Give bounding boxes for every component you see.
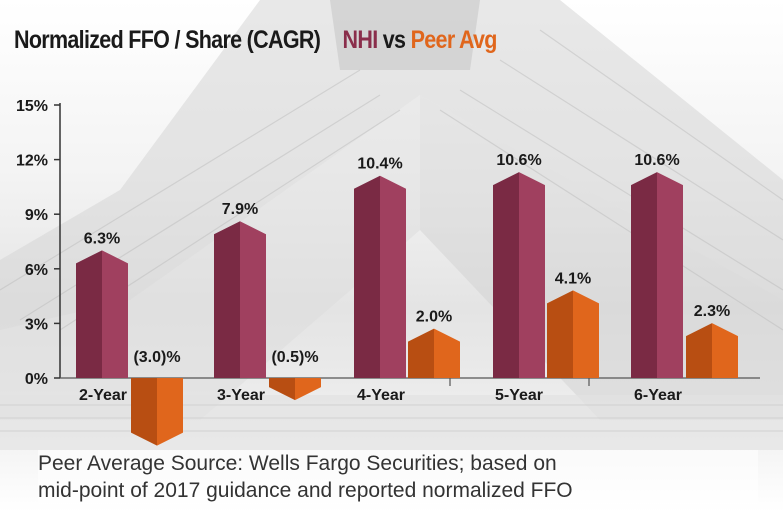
nhi-bar-right-face	[657, 172, 683, 378]
nhi-bar	[354, 175, 406, 378]
peer-bar-left-face	[408, 328, 434, 378]
peer-bar-right-face	[712, 323, 738, 378]
nhi-bar	[493, 172, 545, 378]
peer-bar-left-face	[131, 378, 157, 446]
peer-bar-right-face	[573, 290, 599, 378]
y-tick-label: 9%	[25, 207, 48, 224]
nhi-bar-left-face	[631, 172, 657, 378]
y-tick-label: 6%	[25, 262, 48, 279]
peer-bar-left-face	[686, 323, 712, 378]
nhi-data-label: 10.6%	[634, 152, 679, 169]
peer-bar	[686, 323, 738, 378]
nhi-data-label: 7.9%	[222, 201, 258, 218]
x-category-label: 3-Year	[217, 387, 265, 404]
peer-bar-right-face	[295, 378, 321, 401]
nhi-bar-right-face	[519, 172, 545, 378]
nhi-data-label: 6.3%	[84, 230, 120, 247]
nhi-data-label: 10.4%	[357, 156, 402, 173]
peer-bar	[269, 378, 321, 401]
peer-bar	[547, 290, 599, 378]
title-vs: vs	[382, 26, 406, 54]
peer-data-label: (3.0)%	[133, 349, 180, 366]
y-tick-label: 3%	[25, 316, 48, 333]
nhi-bar-left-face	[493, 172, 519, 378]
nhi-bar-left-face	[76, 250, 102, 378]
y-tick-label: 0%	[25, 371, 48, 388]
peer-data-label: 4.1%	[555, 270, 591, 287]
title-peer: Peer Avg	[410, 26, 498, 54]
peer-bar-left-face	[269, 378, 295, 401]
title-main: Normalized FFO / Share (CAGR)	[14, 26, 321, 54]
peer-bar-left-face	[547, 290, 573, 378]
x-category-label: 6-Year	[634, 387, 682, 404]
peer-data-label: 2.0%	[416, 309, 452, 326]
x-category-label: 4-Year	[357, 387, 405, 404]
nhi-bar	[631, 172, 683, 378]
nhi-bar-right-face	[102, 250, 128, 378]
x-category-label: 2-Year	[79, 387, 127, 404]
x-category-label: 5-Year	[495, 387, 543, 404]
footnote-line-1: Peer Average Source: Wells Fargo Securit…	[38, 452, 557, 475]
nhi-bar-left-face	[214, 221, 240, 378]
nhi-bar-left-face	[354, 175, 380, 378]
nhi-bar	[214, 221, 266, 378]
peer-data-label: (0.5)%	[271, 349, 318, 366]
peer-data-label: 2.3%	[694, 303, 730, 320]
chart-title: Normalized FFO / Share (CAGR) NHI vs Peer…	[14, 26, 497, 55]
nhi-data-label: 10.6%	[496, 152, 541, 169]
peer-bar	[408, 328, 460, 378]
peer-bar-right-face	[157, 378, 183, 446]
footnote-line-2: mid-point of 2017 guidance and reported …	[38, 479, 573, 502]
nhi-bar	[76, 250, 128, 378]
nhi-bar-right-face	[240, 221, 266, 378]
footnote: Peer Average Source: Wells Fargo Securit…	[38, 450, 758, 504]
y-tick-label: 15%	[16, 98, 48, 115]
nhi-bar-right-face	[380, 175, 406, 378]
title-nhi: NHI	[342, 26, 379, 54]
peer-bar	[131, 378, 183, 446]
peer-bar-right-face	[434, 328, 460, 378]
y-tick-label: 12%	[16, 153, 48, 170]
